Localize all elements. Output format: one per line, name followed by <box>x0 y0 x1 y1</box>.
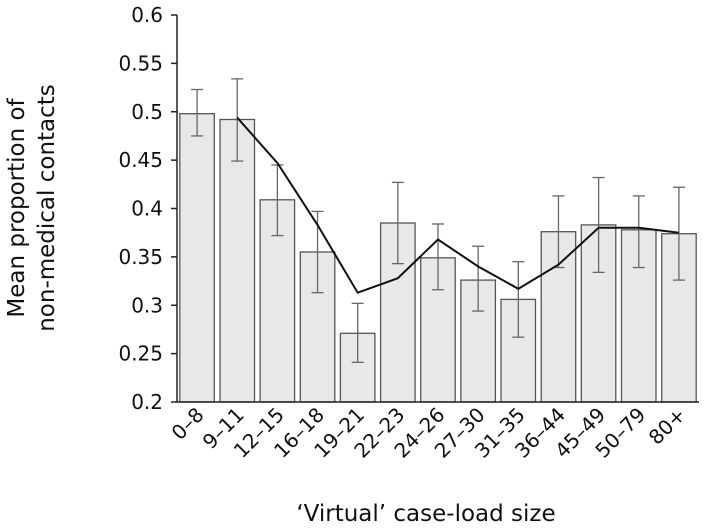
error-bar-11 <box>592 176 605 274</box>
error-bar-12 <box>632 195 645 269</box>
x-tick-label-13: 80+ <box>644 403 691 450</box>
error-bar-13 <box>672 186 685 281</box>
bar-2 <box>219 118 256 403</box>
error-bar-3 <box>271 164 284 237</box>
error-bar-7 <box>432 223 444 291</box>
error-bar-5 <box>351 302 364 363</box>
y-tick-label-3: 0.3 <box>131 293 163 317</box>
bar-1 <box>179 113 215 403</box>
trend-line <box>236 116 680 294</box>
error-bar-2 <box>231 78 244 162</box>
bar-6 <box>379 222 416 403</box>
x-axis-label: ‘Virtual’ case-load size <box>296 501 555 527</box>
y-tick-label-1: 0.2 <box>131 390 163 414</box>
error-bar-9 <box>512 261 525 338</box>
error-bar-8 <box>472 245 485 312</box>
error-bar-6 <box>391 181 404 265</box>
y-axis-label: Mean proportion of non-medical contacts <box>4 84 60 332</box>
y-tick-label-4: 0.35 <box>118 245 163 269</box>
y-tick-label-5: 0.4 <box>131 197 163 221</box>
y-tick-label-8: 0.55 <box>118 51 163 75</box>
y-axis-label-line-1: Mean proportion of <box>4 97 30 317</box>
y-tick-label-2: 0.25 <box>118 342 163 366</box>
error-bar-1 <box>191 88 204 137</box>
y-tick-label-7: 0.5 <box>131 100 163 124</box>
y-tick-label-6: 0.45 <box>118 148 163 172</box>
plot-area: 0.20.250.30.350.40.450.50.550.60–89–1112… <box>118 3 699 463</box>
y-axis-label-line-2: non-medical contacts <box>34 84 60 332</box>
y-tick-label-9: 0.6 <box>131 3 163 27</box>
